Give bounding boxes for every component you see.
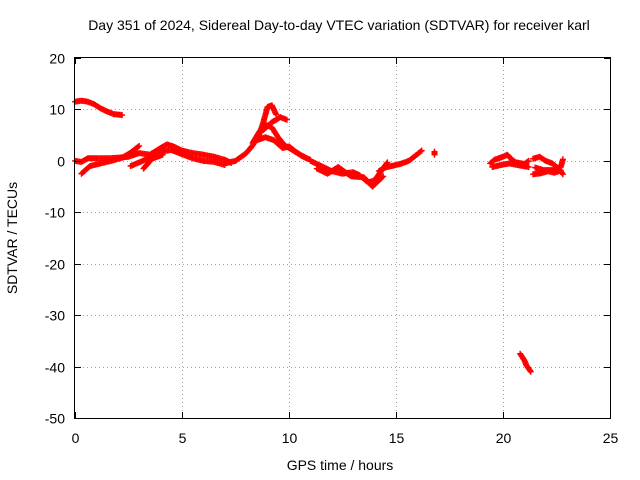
data-point <box>283 116 290 123</box>
data-point <box>527 368 534 375</box>
y-tick-label: 10 <box>49 102 65 118</box>
x-tick-label: 20 <box>496 430 512 446</box>
data-point <box>525 164 532 170</box>
data-point <box>136 142 143 149</box>
y-tick-label: -10 <box>45 205 65 221</box>
y-tick-label: 20 <box>49 51 65 67</box>
data-point <box>119 112 126 119</box>
data-point <box>273 111 280 118</box>
x-tick-label: 5 <box>179 430 187 446</box>
y-tick-label: -40 <box>45 360 65 376</box>
data-point <box>418 147 425 154</box>
data-point <box>135 143 142 150</box>
data-layer <box>72 97 566 375</box>
x-axis-tick-labels: 0 5 10 15 20 25 <box>72 430 619 446</box>
x-tick-label: 15 <box>389 430 405 446</box>
series-sdtvar <box>72 97 566 375</box>
data-point <box>557 167 564 174</box>
y-tick-label: -30 <box>45 308 65 324</box>
x-axis-label: GPS time / hours <box>287 457 394 473</box>
x-tick-label: 0 <box>72 430 80 446</box>
plot-frame <box>74 57 611 419</box>
data-point <box>379 174 386 181</box>
data-point <box>159 151 166 158</box>
data-point <box>559 156 566 163</box>
data-point <box>431 151 438 158</box>
grid <box>75 58 610 418</box>
data-point <box>524 158 531 165</box>
y-tick-label: -20 <box>45 257 65 273</box>
x-tick-label: 25 <box>603 430 619 446</box>
x-tick-label: 10 <box>282 430 298 446</box>
tick-marks <box>75 58 611 419</box>
chart-title: Day 351 of 2024, Sidereal Day-to-day VTE… <box>88 17 590 33</box>
data-point <box>303 155 310 162</box>
data-point <box>525 157 532 164</box>
y-tick-label: 0 <box>57 154 65 170</box>
data-point <box>417 148 424 155</box>
data-point <box>380 173 387 180</box>
y-tick-label: -50 <box>45 411 65 427</box>
y-axis-label: SDTVAR / TECUs <box>4 182 20 294</box>
y-axis-tick-labels: 20 10 0 -10 -20 -30 -40 -50 <box>45 51 65 427</box>
data-point <box>559 171 566 178</box>
